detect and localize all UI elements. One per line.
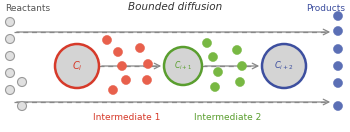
Circle shape xyxy=(18,77,27,86)
Circle shape xyxy=(262,44,306,88)
Circle shape xyxy=(334,102,343,110)
Circle shape xyxy=(144,60,153,69)
Circle shape xyxy=(6,69,14,77)
Circle shape xyxy=(334,62,343,70)
Text: $C_{i+1}$: $C_{i+1}$ xyxy=(174,60,192,72)
Text: Intermediate 2: Intermediate 2 xyxy=(194,113,262,122)
Circle shape xyxy=(118,62,126,70)
Circle shape xyxy=(18,102,27,110)
Text: Bounded diffusion: Bounded diffusion xyxy=(128,2,222,12)
Text: Reactants: Reactants xyxy=(5,4,50,13)
Circle shape xyxy=(135,44,145,53)
Circle shape xyxy=(164,47,202,85)
Circle shape xyxy=(55,44,99,88)
Circle shape xyxy=(113,48,122,56)
Text: $C_{i+2}$: $C_{i+2}$ xyxy=(274,60,294,72)
Circle shape xyxy=(214,67,223,77)
Circle shape xyxy=(232,46,241,55)
Circle shape xyxy=(209,53,217,62)
Circle shape xyxy=(6,34,14,44)
Text: Intermediate 1: Intermediate 1 xyxy=(93,113,161,122)
Circle shape xyxy=(121,76,131,84)
Circle shape xyxy=(6,51,14,60)
Circle shape xyxy=(6,86,14,95)
Circle shape xyxy=(6,18,14,27)
Circle shape xyxy=(108,86,118,95)
Circle shape xyxy=(238,62,246,70)
Circle shape xyxy=(334,44,343,53)
Circle shape xyxy=(334,79,343,88)
Text: $C_i$: $C_i$ xyxy=(72,59,82,73)
Text: Products: Products xyxy=(306,4,345,13)
Circle shape xyxy=(236,77,245,86)
Circle shape xyxy=(203,39,211,48)
Circle shape xyxy=(334,27,343,36)
Circle shape xyxy=(103,36,112,44)
Circle shape xyxy=(142,76,152,84)
Circle shape xyxy=(334,11,343,20)
Circle shape xyxy=(210,82,219,91)
